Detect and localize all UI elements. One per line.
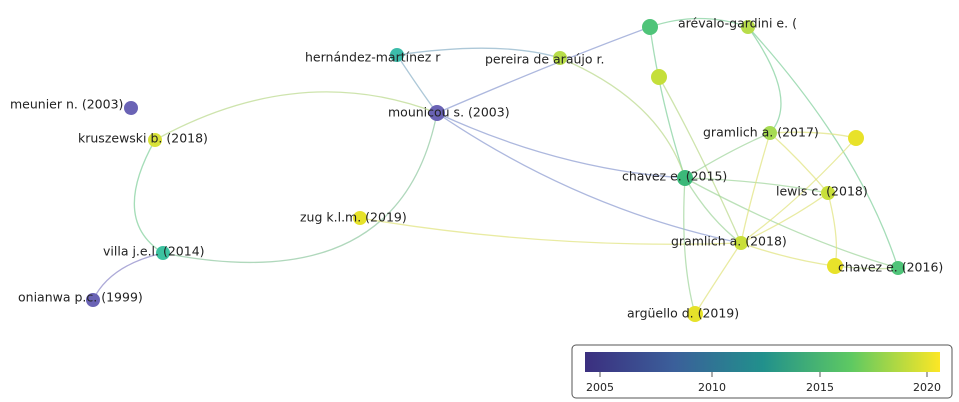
tick-label: 2010 bbox=[698, 381, 726, 394]
node bbox=[821, 186, 835, 200]
node-label: meunier n. (2003) bbox=[10, 97, 123, 112]
node bbox=[390, 48, 404, 62]
edge bbox=[747, 26, 782, 134]
node-label: zug k.l.m. (2019) bbox=[300, 210, 407, 225]
edge bbox=[684, 177, 742, 244]
edge bbox=[436, 26, 651, 114]
node-label: villa j.e.l. (2014) bbox=[103, 244, 205, 259]
edge bbox=[649, 17, 749, 28]
edge bbox=[684, 132, 771, 179]
node bbox=[734, 236, 748, 250]
node bbox=[156, 246, 170, 260]
tick-label: 2005 bbox=[586, 381, 614, 394]
node-label: mounicou s. (2003) bbox=[388, 105, 510, 120]
edge bbox=[436, 112, 686, 179]
node bbox=[741, 20, 755, 34]
node bbox=[677, 170, 693, 186]
edge bbox=[133, 139, 164, 254]
nodes bbox=[86, 19, 905, 322]
node-label: gramlich a. (2017) bbox=[703, 125, 819, 140]
node-label: lewis c. (2018) bbox=[776, 184, 868, 199]
node bbox=[827, 258, 843, 274]
node-label: onianwa p.c. (1999) bbox=[18, 290, 143, 305]
edge bbox=[684, 177, 899, 269]
edge bbox=[740, 242, 836, 267]
labels: meunier n. (2003) kruszewski b. (2018) v… bbox=[10, 16, 943, 321]
node bbox=[429, 105, 445, 121]
edges bbox=[92, 17, 899, 315]
node bbox=[651, 69, 667, 85]
node bbox=[86, 293, 100, 307]
edge bbox=[747, 26, 899, 269]
edge bbox=[396, 47, 561, 59]
edge bbox=[694, 242, 742, 315]
node bbox=[891, 261, 905, 275]
node-label: hernández-martínez r bbox=[305, 50, 441, 65]
edge bbox=[683, 177, 696, 315]
edge bbox=[827, 192, 838, 267]
node-label: arévalo-gardini e. ( bbox=[678, 16, 797, 31]
edge bbox=[154, 91, 438, 141]
edge bbox=[92, 252, 164, 301]
edge bbox=[162, 112, 438, 264]
edge bbox=[740, 137, 857, 244]
tick-label: 2020 bbox=[913, 381, 941, 394]
edge bbox=[740, 132, 771, 244]
color-legend: 2005 2010 2015 2020 bbox=[571, 344, 953, 399]
edge bbox=[559, 57, 686, 179]
edge bbox=[359, 217, 742, 245]
node-label: chavez e. (2015) bbox=[622, 169, 727, 184]
edge bbox=[684, 177, 829, 194]
node-label: chavez e. (2016) bbox=[838, 260, 943, 275]
node-label: argüello d. (2019) bbox=[627, 306, 739, 321]
node bbox=[642, 19, 658, 35]
node bbox=[353, 211, 367, 225]
node bbox=[124, 101, 138, 115]
node-label: pereira de araújo r. bbox=[485, 52, 604, 67]
edge bbox=[769, 132, 829, 194]
edge bbox=[740, 192, 829, 244]
edge bbox=[436, 112, 742, 244]
node-label: gramlich a. (2018) bbox=[671, 234, 787, 249]
node bbox=[148, 133, 162, 147]
tick-label: 2015 bbox=[806, 381, 834, 394]
node bbox=[763, 126, 777, 140]
node bbox=[848, 130, 864, 146]
node-label: kruszewski b. (2018) bbox=[78, 131, 208, 146]
color-bar bbox=[585, 352, 940, 372]
node bbox=[687, 306, 703, 322]
edge bbox=[649, 26, 686, 179]
edge bbox=[658, 76, 742, 244]
node bbox=[553, 51, 567, 65]
